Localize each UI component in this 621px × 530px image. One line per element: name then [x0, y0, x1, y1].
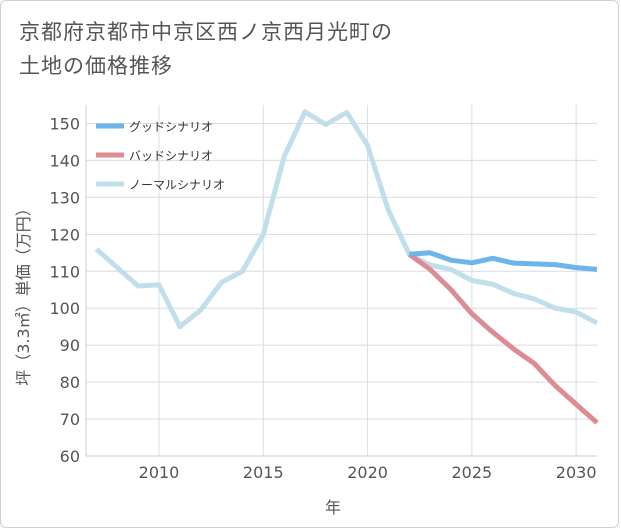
- y-tick-label-70: 70: [60, 410, 80, 429]
- legend-label-2: ノーマルシナリオ: [129, 178, 225, 192]
- y-tick-label-80: 80: [60, 373, 80, 392]
- chart-title-line-2: 土地の価格推移: [19, 54, 173, 78]
- legend-label-1: バッドシナリオ: [129, 149, 213, 163]
- y-axis-label: 坪（3.3㎡）単価（万円）: [14, 200, 33, 385]
- chart-axes: 60 70 80 90 100 110 120 130 140 150 2010 2015 2020 20…: [49, 105, 597, 482]
- x-axis-label: 年: [325, 498, 341, 517]
- y-tick-label-140: 140: [49, 151, 80, 170]
- x-tick-label-2025: 2025: [451, 463, 492, 482]
- series-line-2: [94, 109, 599, 330]
- x-tick-label-2010: 2010: [139, 463, 180, 482]
- y-tick-label-110: 110: [49, 262, 80, 281]
- x-tick-label-2020: 2020: [347, 463, 388, 482]
- y-tick-label-130: 130: [49, 188, 80, 207]
- y-tick-label-90: 90: [60, 336, 80, 355]
- legend-label-0: グッドシナリオ: [129, 120, 213, 134]
- y-tick-label-150: 150: [49, 114, 80, 133]
- y-tick-label-60: 60: [60, 447, 80, 466]
- x-tick-label-2015: 2015: [243, 463, 284, 482]
- chart-series: [94, 109, 599, 425]
- y-tick-label-100: 100: [49, 299, 80, 318]
- x-tick-label-2030: 2030: [556, 463, 597, 482]
- chart-title-line-1: 京都府京都市中京区西ノ京西月光町の: [19, 20, 393, 44]
- y-tick-label-120: 120: [49, 225, 80, 244]
- series-line-1: [407, 252, 599, 425]
- chart-title: 京都府京都市中京区西ノ京西月光町の 土地の価格推移: [19, 15, 393, 83]
- series-line-0: [409, 250, 598, 272]
